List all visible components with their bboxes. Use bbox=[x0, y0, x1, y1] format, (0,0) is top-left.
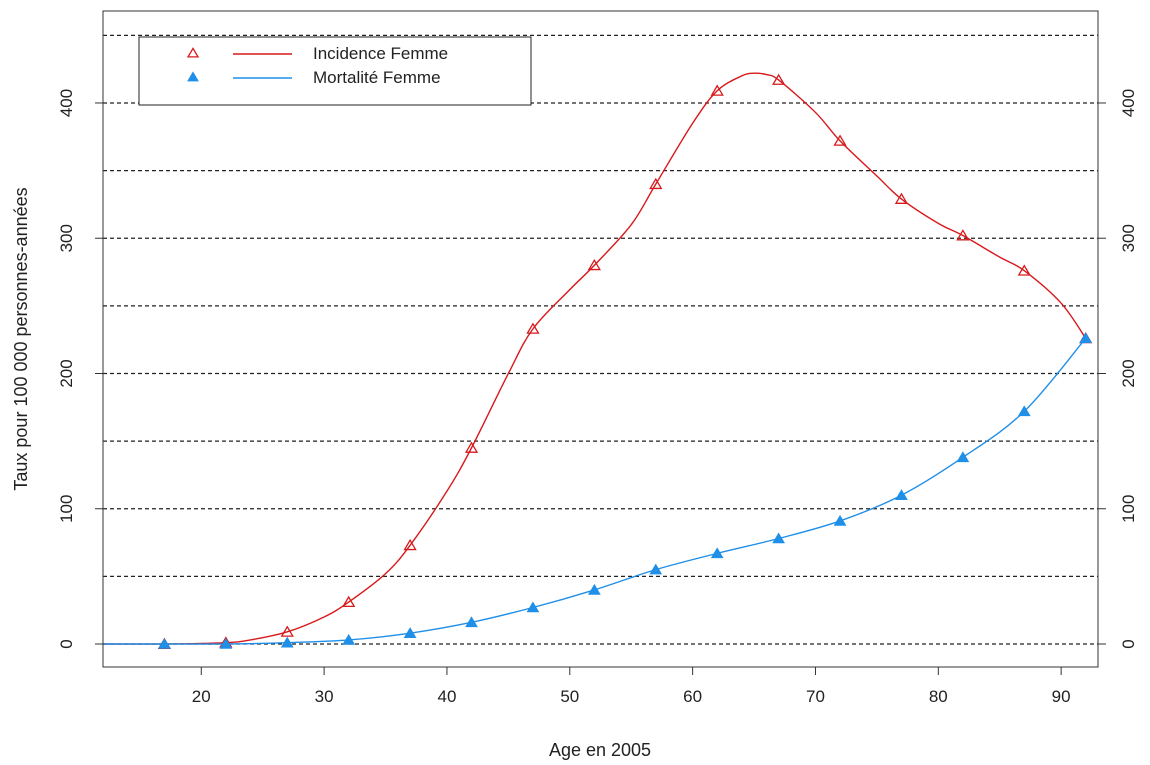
legend-marker-mortalite bbox=[187, 71, 199, 82]
axes: 20 30 40 50 60 70 80 90 0 100 200 300 400 0 100 200 300 4… bbox=[57, 89, 1138, 706]
x-tick-label: 20 bbox=[192, 687, 211, 706]
x-tick-label: 30 bbox=[315, 687, 334, 706]
data-point-mortalite bbox=[956, 451, 970, 463]
data-point-mortalite bbox=[403, 627, 417, 638]
data-point-incidence bbox=[342, 595, 356, 608]
data-point-mortalite bbox=[526, 601, 540, 613]
data-point-incidence bbox=[894, 192, 909, 204]
x-tick-label: 60 bbox=[683, 687, 702, 706]
data-point-incidence bbox=[1017, 264, 1031, 276]
y-tick-label-right: 0 bbox=[1119, 639, 1138, 648]
data-point-mortalite bbox=[219, 637, 233, 649]
plot-frame bbox=[102, 10, 1099, 668]
series-group bbox=[102, 72, 1093, 649]
data-point-mortalite bbox=[280, 636, 294, 648]
y-tick-label-right: 400 bbox=[1119, 89, 1138, 117]
data-point-mortalite bbox=[1017, 405, 1031, 417]
data-point-incidence bbox=[649, 177, 663, 190]
legend-label-incidence: Incidence Femme bbox=[313, 44, 448, 63]
data-point-incidence bbox=[526, 322, 540, 334]
data-point-incidence bbox=[956, 229, 970, 241]
data-point-mortalite bbox=[833, 514, 847, 526]
data-point-incidence bbox=[280, 625, 294, 637]
x-tick-label: 90 bbox=[1052, 687, 1071, 706]
data-point-incidence bbox=[464, 441, 479, 453]
x-tick-label: 50 bbox=[560, 687, 579, 706]
legend-label-mortalite: Mortalité Femme bbox=[313, 68, 441, 87]
legend-marker-incidence bbox=[186, 47, 200, 58]
data-point-mortalite bbox=[1079, 332, 1093, 344]
gridlines bbox=[103, 34, 1098, 645]
data-point-mortalite bbox=[649, 563, 663, 575]
data-point-mortalite bbox=[158, 637, 171, 649]
data-point-mortalite bbox=[342, 633, 356, 645]
data-point-incidence bbox=[403, 538, 417, 551]
y-tick-label-right: 100 bbox=[1119, 495, 1138, 523]
legend-box bbox=[138, 36, 532, 106]
y-tick-label-left: 0 bbox=[57, 639, 76, 648]
data-point-mortalite bbox=[587, 583, 601, 595]
data-point-incidence bbox=[587, 258, 601, 271]
data-point-incidence bbox=[833, 134, 847, 146]
y-axis-title: Taux pour 100 000 personnes-années bbox=[11, 187, 31, 490]
data-point-mortalite bbox=[710, 547, 724, 559]
y-tick-label-right: 200 bbox=[1119, 359, 1138, 387]
series-line-mortalite bbox=[103, 337, 1087, 645]
y-tick-label-left: 300 bbox=[57, 224, 76, 252]
data-point-mortalite bbox=[772, 532, 785, 544]
x-tick-label: 40 bbox=[437, 687, 456, 706]
data-point-mortalite bbox=[895, 489, 908, 501]
y-tick-label-right: 300 bbox=[1119, 224, 1138, 252]
x-axis-title: Age en 2005 bbox=[549, 740, 651, 760]
x-tick-label: 80 bbox=[929, 687, 948, 706]
legend: Incidence Femme Mortalité Femme bbox=[138, 36, 532, 106]
data-point-mortalite bbox=[465, 616, 478, 628]
data-point-incidence bbox=[771, 73, 786, 85]
data-point-incidence bbox=[710, 84, 724, 96]
legend-items: Incidence Femme Mortalité Femme bbox=[186, 44, 448, 87]
series-line-incidence bbox=[102, 72, 1087, 645]
x-tick-label: 70 bbox=[806, 687, 825, 706]
y-tick-label-left: 100 bbox=[57, 495, 76, 523]
y-tick-label-left: 200 bbox=[57, 359, 76, 387]
y-tick-label-left: 400 bbox=[57, 89, 76, 117]
